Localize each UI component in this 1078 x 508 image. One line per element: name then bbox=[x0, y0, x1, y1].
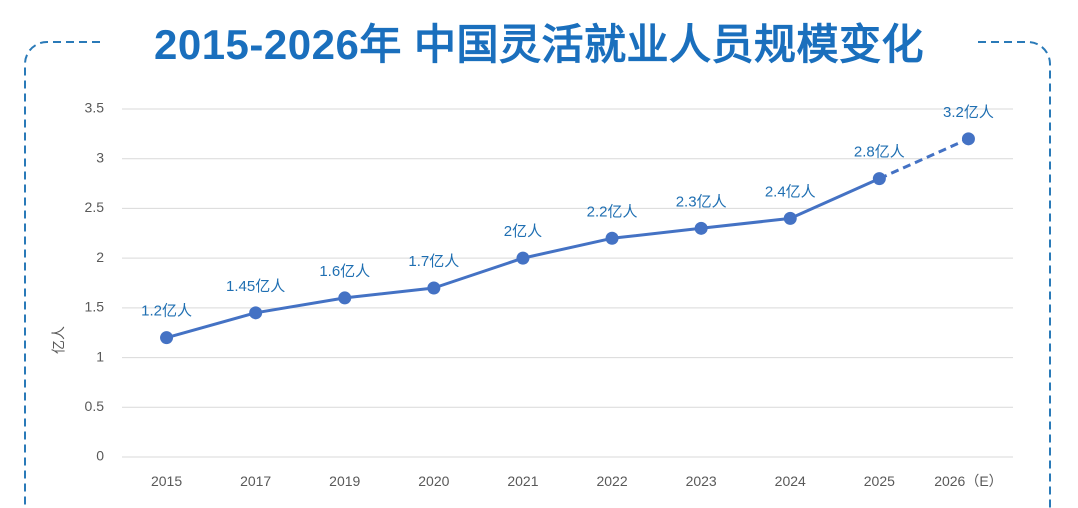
x-tick-label: 2019 bbox=[329, 473, 360, 489]
data-label: 1.2亿人 bbox=[141, 303, 192, 320]
data-label: 1.6亿人 bbox=[319, 263, 370, 280]
y-tick-label: 1.5 bbox=[85, 299, 105, 315]
y-tick-label: 0.5 bbox=[85, 398, 105, 414]
x-tick-label: 2023 bbox=[686, 473, 717, 489]
data-point bbox=[160, 331, 174, 345]
y-tick-label: 0 bbox=[96, 448, 104, 464]
chart-title: 2015-2026年 中国灵活就业人员规模变化 bbox=[153, 21, 925, 68]
data-label: 3.2亿人 bbox=[943, 104, 994, 121]
x-tick-label: 2020 bbox=[418, 473, 449, 489]
data-label: 1.7亿人 bbox=[408, 253, 459, 270]
data-label: 2.4亿人 bbox=[765, 183, 816, 200]
x-axis-ticks: 2015 2017 2019 2020 2021 2022 2023 2024 2025 2026… bbox=[151, 473, 1003, 489]
y-tick-label: 2 bbox=[96, 249, 104, 265]
y-axis-ticks: 0 0.5 1 1.5 2 2.5 3 3.5 bbox=[85, 100, 105, 464]
data-point bbox=[249, 306, 263, 320]
x-tick-label: 2021 bbox=[507, 473, 538, 489]
x-tick-label: 2025 bbox=[864, 473, 895, 489]
x-tick-label: 2024 bbox=[775, 473, 806, 489]
data-point bbox=[338, 291, 352, 305]
data-label: 1.45亿人 bbox=[226, 278, 285, 295]
data-label: 2.8亿人 bbox=[854, 144, 905, 161]
data-point bbox=[605, 231, 619, 245]
data-label: 2.2亿人 bbox=[587, 203, 638, 220]
data-point bbox=[694, 221, 708, 235]
gridlines bbox=[122, 108, 1013, 458]
x-tick-label: 2015 bbox=[151, 473, 182, 489]
data-labels: 1.2亿人 1.45亿人 1.6亿人 1.7亿人 2亿人 2.2亿人 2.3亿人 2.4亿人 2… bbox=[141, 104, 994, 320]
data-point bbox=[516, 251, 530, 265]
y-tick-label: 3 bbox=[96, 149, 104, 165]
x-tick-label: 2017 bbox=[240, 473, 271, 489]
data-label: 2.3亿人 bbox=[676, 193, 727, 210]
x-tick-label: 2022 bbox=[596, 473, 627, 489]
series bbox=[160, 132, 975, 345]
dashed-frame bbox=[24, 41, 1051, 508]
dashed-line-segment bbox=[878, 137, 970, 180]
frame-right-segment bbox=[978, 41, 1051, 508]
x-tick-label: 2026（E） bbox=[934, 473, 1002, 489]
data-point bbox=[427, 281, 441, 295]
data-point bbox=[783, 211, 797, 225]
y-axis-label: 亿人 bbox=[51, 326, 67, 354]
y-tick-label: 3.5 bbox=[85, 100, 105, 116]
frame-left-segment bbox=[24, 41, 100, 508]
data-point bbox=[872, 172, 886, 186]
y-tick-label: 2.5 bbox=[85, 199, 105, 215]
data-label: 2亿人 bbox=[504, 223, 542, 240]
y-tick-label: 1 bbox=[96, 348, 104, 364]
data-point bbox=[961, 132, 975, 146]
